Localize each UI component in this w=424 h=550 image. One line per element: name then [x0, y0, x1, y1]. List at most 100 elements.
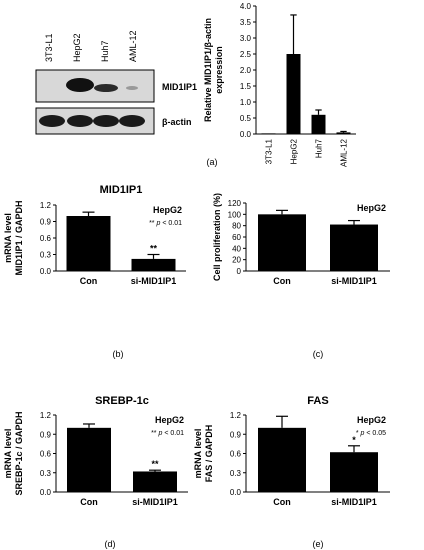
- annotation: HepG2: [155, 415, 184, 425]
- x-tick-label: si-MID1IP1: [132, 497, 178, 507]
- x-tick-label: si-MID1IP1: [331, 276, 377, 286]
- y-axis-label: mRNA level: [193, 429, 203, 479]
- y-axis-label: MID1IP1 / GAPDH: [14, 200, 24, 275]
- bar: [286, 54, 301, 134]
- chart-title: SREBP-1c: [95, 395, 149, 407]
- lane-label: AML-12: [128, 30, 138, 62]
- x-tick-label: HepG2: [290, 138, 299, 164]
- band: [94, 84, 118, 92]
- bar: [311, 114, 326, 134]
- bar: [133, 471, 177, 492]
- lane-label: 3T3-L1: [44, 33, 54, 62]
- y-tick-label: 2.0: [240, 66, 252, 75]
- y-tick-label: 1.2: [40, 411, 52, 420]
- y-axis-label: mRNA level: [3, 429, 13, 479]
- annotation: ** p < 0.01: [149, 220, 182, 227]
- chart-c: 0 20 40 60 80 100 120 Con si-MID1IP1 Cell prolife…: [212, 193, 390, 286]
- x-tick-label: si-MID1IP1: [331, 497, 377, 507]
- bar: [336, 132, 351, 134]
- bar: [330, 224, 378, 271]
- band: [39, 115, 65, 127]
- y-tick-label: 3.5: [240, 18, 252, 27]
- panel-label: (b): [113, 349, 124, 359]
- significance-star: **: [151, 459, 159, 469]
- blot-panel-mid1ip1: [35, 69, 155, 103]
- panel-label: (c): [313, 349, 324, 359]
- y-tick-label: 0.0: [230, 488, 242, 497]
- row-label-actin: β-actin: [162, 117, 192, 127]
- bar: [67, 427, 111, 492]
- y-tick-label: 40: [232, 244, 241, 253]
- y-tick-label: 20: [232, 256, 241, 265]
- x-tick-label: AML-12: [340, 138, 349, 167]
- bar: [330, 452, 378, 492]
- y-tick-label: 0.6: [40, 450, 52, 459]
- y-axis-label: mRNA level: [3, 213, 13, 263]
- y-tick-label: 100: [228, 210, 242, 219]
- bar: [258, 427, 306, 492]
- y-tick-label: 0: [237, 267, 242, 276]
- x-tick-label: Con: [80, 276, 98, 286]
- y-tick-label: 60: [232, 233, 241, 242]
- y-tick-label: 120: [228, 199, 242, 208]
- bar: [261, 133, 276, 134]
- y-axis-label: Cell proliferation (%): [212, 193, 222, 281]
- x-tick-label: 3T3-L1: [265, 138, 274, 164]
- chart-a: 0.0 0.5 1.0 1.5 2.0 2.5 3.0 3.5 4.0 3T3-L1 HepG2 Hu…: [203, 2, 356, 167]
- lane-label: HepG2: [72, 33, 82, 62]
- band: [66, 78, 94, 92]
- y-tick-label: 0.9: [230, 430, 242, 439]
- y-tick-label: 0.6: [40, 234, 52, 243]
- band: [93, 115, 119, 127]
- band: [67, 115, 93, 127]
- y-tick-label: 3.0: [240, 34, 252, 43]
- y-tick-label: 1.0: [240, 98, 252, 107]
- y-tick-label: 0.3: [40, 251, 52, 260]
- y-tick-label: 2.5: [240, 50, 252, 59]
- bar: [131, 258, 176, 271]
- chart-e: 0.0 0.3 0.6 0.9 1.2 Con * si-MID1IP1 FAS mRNA lev…: [193, 395, 390, 507]
- chart-title: FAS: [307, 395, 328, 407]
- significance-star: **: [150, 244, 158, 254]
- bar: [66, 216, 111, 271]
- annotation: HepG2: [153, 205, 182, 215]
- y-tick-label: 0.9: [40, 218, 52, 227]
- y-tick-label: 0.0: [240, 130, 252, 139]
- y-tick-label: 0.3: [230, 469, 242, 478]
- x-tick-label: Con: [80, 497, 98, 507]
- panel-label: (e): [313, 539, 324, 549]
- y-tick-label: 0.0: [40, 488, 52, 497]
- significance-star: *: [352, 435, 356, 445]
- y-axis-label: expression: [214, 46, 224, 94]
- panel-label: (d): [105, 539, 116, 549]
- annotation: HepG2: [357, 203, 386, 213]
- y-axis-label: SREBP-1c / GAPDH: [14, 411, 24, 495]
- row-label-mid1ip1: MID1IP1: [162, 82, 197, 92]
- bar: [258, 214, 306, 271]
- y-axis-label: FAS / GAPDH: [204, 425, 214, 483]
- y-tick-label: 0.0: [40, 267, 52, 276]
- annotation: * p < 0.05: [356, 430, 386, 437]
- y-tick-label: 1.2: [40, 201, 52, 210]
- band: [126, 86, 138, 90]
- x-tick-label: Con: [273, 276, 291, 286]
- lane-label: Huh7: [100, 40, 110, 62]
- panel-label: (a): [207, 157, 218, 167]
- x-tick-label: Huh7: [315, 138, 324, 158]
- y-tick-label: 1.5: [240, 82, 252, 91]
- chart-b: 0.0 0.3 0.6 0.9 1.2 Con ** si-MID1IP1 MID1IP1 mRN…: [3, 184, 186, 286]
- annotation: ** p < 0.01: [151, 430, 184, 437]
- y-axis-label: Relative MID1IP1/β-actin: [203, 18, 213, 122]
- chart-title: MID1IP1: [100, 184, 143, 196]
- y-tick-label: 0.5: [240, 114, 252, 123]
- band: [119, 115, 145, 127]
- y-tick-label: 4.0: [240, 2, 252, 11]
- western-blot: 3T3-L1 HepG2 Huh7 AML-12 MID1IP1 β-actin: [35, 30, 197, 135]
- x-tick-label: si-MID1IP1: [131, 276, 177, 286]
- y-tick-label: 0.3: [40, 469, 52, 478]
- x-tick-label: Con: [273, 497, 291, 507]
- y-tick-label: 80: [232, 222, 241, 231]
- y-tick-label: 0.9: [40, 430, 52, 439]
- y-tick-label: 0.6: [230, 450, 242, 459]
